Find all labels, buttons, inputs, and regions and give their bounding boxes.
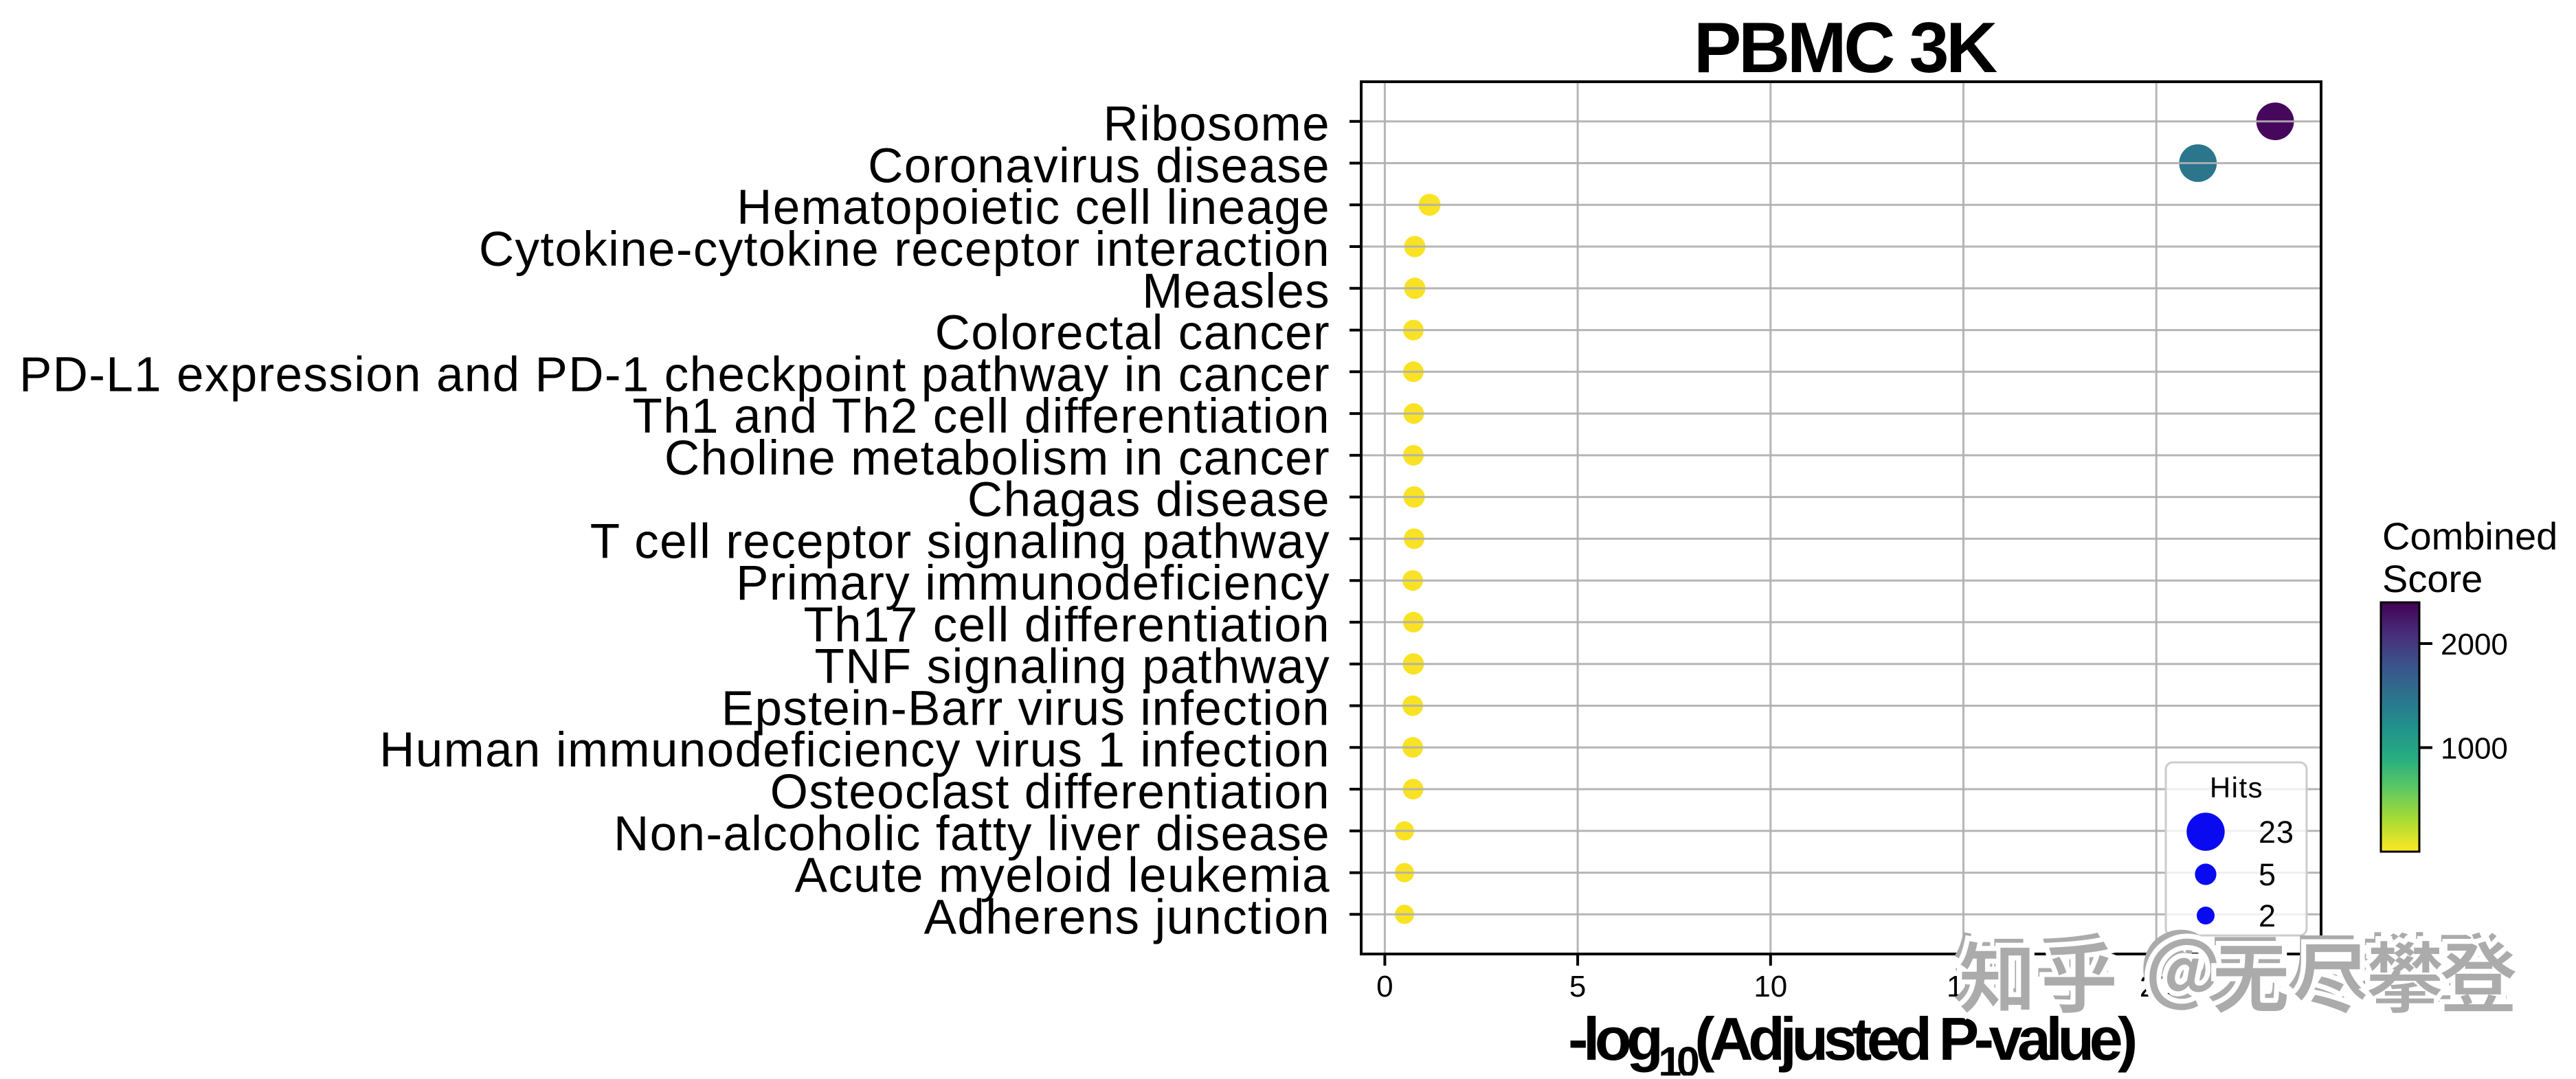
svg-text:Acute myeloid leukemia: Acute myeloid leukemia	[795, 849, 1331, 903]
svg-text:1000: 1000	[2441, 732, 2508, 766]
svg-text:Colorectal cancer: Colorectal cancer	[935, 306, 1330, 361]
svg-text:Cytokine-cytokine receptor int: Cytokine-cytokine receptor interaction	[479, 223, 1330, 277]
svg-text:Non-alcoholic fatty liver dise: Non-alcoholic fatty liver disease	[614, 807, 1330, 861]
svg-text:2: 2	[2259, 898, 2276, 933]
svg-text:PBMC 3K: PBMC 3K	[1694, 8, 1997, 88]
svg-text:Choline metabolism in cancer: Choline metabolism in cancer	[664, 431, 1330, 486]
svg-text:Chagas disease: Chagas disease	[967, 473, 1330, 527]
svg-text:2000: 2000	[2441, 628, 2508, 661]
svg-text:PD-L1 expression and PD-1 chec: PD-L1 expression and PD-1 checkpoint pat…	[19, 348, 1330, 402]
svg-text:10: 10	[1754, 970, 1787, 1003]
svg-text:Osteoclast differentiation: Osteoclast differentiation	[770, 765, 1330, 819]
svg-text:23: 23	[2259, 815, 2294, 850]
svg-text:0: 0	[1376, 970, 1393, 1003]
svg-text:5: 5	[1569, 970, 1586, 1003]
svg-text:Human immunodeficiency virus 1: Human immunodeficiency virus 1 infection	[379, 723, 1330, 777]
svg-text:Hematopoietic cell lineage: Hematopoietic cell lineage	[737, 181, 1330, 235]
svg-text:Th17 cell differentiation: Th17 cell differentiation	[803, 598, 1330, 652]
svg-text:5: 5	[2259, 857, 2276, 892]
svg-text:T cell receptor signaling path: T cell receptor signaling pathway	[590, 514, 1330, 569]
svg-text:TNF signaling pathway: TNF signaling pathway	[814, 640, 1330, 694]
svg-text:Score: Score	[2382, 557, 2483, 600]
svg-text:Th1 and Th2 cell differentiati: Th1 and Th2 cell differentiation	[633, 389, 1331, 444]
svg-text:Epstein-Barr virus infection: Epstein-Barr virus infection	[721, 682, 1330, 736]
svg-text:Adherens junction: Adherens junction	[924, 890, 1330, 944]
svg-text:-log10(Adjusted P-value): -log10(Adjusted P-value)	[1568, 1005, 2135, 1076]
svg-text:Hits: Hits	[2210, 771, 2263, 804]
svg-text:Ribosome: Ribosome	[1104, 98, 1330, 152]
svg-text:Primary immunodeficiency: Primary immunodeficiency	[736, 556, 1330, 611]
svg-text:Measles: Measles	[1142, 264, 1330, 319]
svg-text:Combined: Combined	[2382, 514, 2557, 558]
svg-text:Coronavirus disease: Coronavirus disease	[868, 139, 1330, 194]
